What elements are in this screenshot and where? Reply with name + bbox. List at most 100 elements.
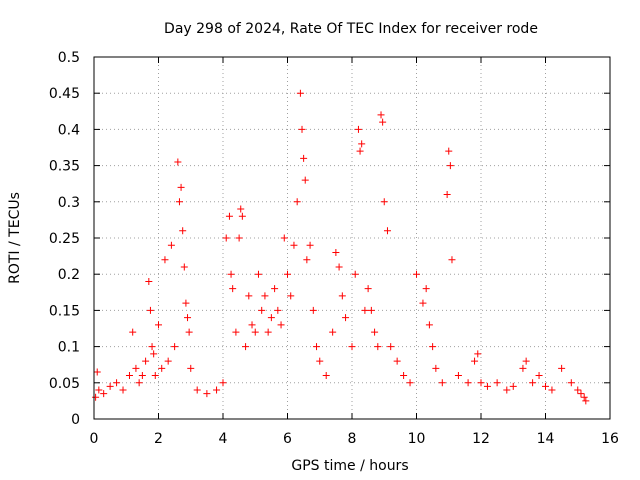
data-point: [254, 270, 262, 278]
y-tick-labels: 0 0.05 0.1 0.15 0.2 0.25 0.3 0.35 0.4 0.45 0.5: [49, 50, 80, 428]
data-point: [335, 263, 343, 271]
data-point: [580, 393, 588, 401]
data-point: [406, 379, 414, 387]
data-point: [377, 111, 385, 119]
data-point: [303, 256, 311, 264]
chart-title: Day 298 of 2024, Rate Of TEC Index for r…: [164, 21, 538, 37]
data-point: [358, 140, 366, 148]
data-point: [379, 118, 387, 126]
data-point: [203, 390, 211, 398]
data-point: [135, 379, 143, 387]
y-axis-label: ROTI / TECUs: [7, 192, 23, 284]
data-point: [400, 372, 408, 380]
y-tick-label: 0.35: [49, 159, 80, 175]
data-point: [287, 292, 295, 300]
data-point: [432, 364, 440, 372]
data-point: [185, 328, 193, 336]
data-point: [361, 306, 369, 314]
data-point: [503, 386, 511, 394]
data-point: [284, 270, 291, 278]
data-point: [238, 212, 246, 220]
data-point: [93, 368, 101, 376]
x-axis-label: GPS time / hours: [291, 458, 408, 474]
data-point: [429, 343, 437, 351]
data-point: [438, 379, 446, 387]
data-point: [464, 379, 472, 387]
data-point: [148, 343, 156, 351]
data-point: [313, 343, 321, 351]
data-points: [92, 89, 590, 405]
data-point: [374, 343, 382, 351]
data-point: [227, 270, 235, 278]
data-point: [277, 321, 285, 329]
data-point: [519, 364, 527, 372]
data-point: [577, 390, 585, 398]
data-point: [446, 162, 454, 170]
data-point: [301, 176, 309, 184]
data-point: [132, 364, 140, 372]
y-tick-label: 0: [71, 412, 80, 428]
data-point: [175, 198, 183, 206]
data-point: [258, 306, 266, 314]
data-point: [338, 292, 346, 300]
y-tick-label: 0.15: [49, 303, 80, 319]
data-point: [142, 357, 150, 365]
data-point: [448, 256, 456, 264]
x-tick-label: 12: [472, 431, 490, 447]
x-tick-label: 4: [219, 431, 228, 447]
data-point: [558, 364, 566, 372]
data-point: [342, 314, 350, 322]
data-point: [351, 270, 359, 278]
data-point: [248, 321, 256, 329]
data-point: [167, 241, 175, 249]
data-point: [106, 382, 114, 390]
y-tick-label: 0.5: [58, 50, 80, 66]
axis-ticks: [93, 56, 611, 420]
data-point: [300, 154, 308, 162]
data-point: [387, 343, 395, 351]
data-point: [477, 379, 485, 387]
y-tick-label: 0.2: [58, 267, 80, 283]
data-point: [535, 372, 543, 380]
data-point: [225, 212, 233, 220]
data-point: [267, 314, 275, 322]
data-point: [332, 248, 340, 256]
data-point: [119, 386, 127, 394]
data-point: [182, 299, 190, 307]
data-point: [158, 364, 166, 372]
y-tick-label: 0.25: [49, 231, 80, 247]
data-point: [445, 147, 453, 155]
data-point: [237, 205, 245, 213]
data-point: [380, 198, 388, 206]
data-point: [155, 321, 162, 329]
x-tick-label: 10: [408, 431, 426, 447]
data-point: [177, 183, 185, 191]
data-point: [145, 277, 153, 285]
data-point: [367, 306, 375, 314]
data-point: [193, 386, 201, 394]
x-tick-labels: 0 2 4 6 8 10 12 14 16: [90, 431, 619, 447]
data-point: [474, 350, 482, 358]
data-point: [316, 357, 324, 365]
data-point: [522, 357, 530, 365]
data-point: [232, 328, 240, 336]
data-point: [529, 379, 537, 387]
data-point: [548, 386, 556, 394]
y-tick-label: 0.45: [49, 86, 80, 102]
data-point: [161, 256, 169, 264]
data-point: [582, 397, 590, 405]
y-tick-label: 0.3: [58, 195, 80, 211]
data-point: [146, 306, 154, 314]
data-point: [264, 328, 272, 336]
data-point: [171, 343, 179, 351]
data-point: [187, 364, 195, 372]
data-point: [113, 379, 121, 387]
data-point: [298, 125, 306, 133]
data-point: [229, 285, 237, 293]
y-tick-label: 0.1: [58, 340, 80, 356]
data-point: [542, 382, 549, 390]
x-tick-label: 2: [154, 431, 163, 447]
x-tick-label: 6: [283, 431, 292, 447]
